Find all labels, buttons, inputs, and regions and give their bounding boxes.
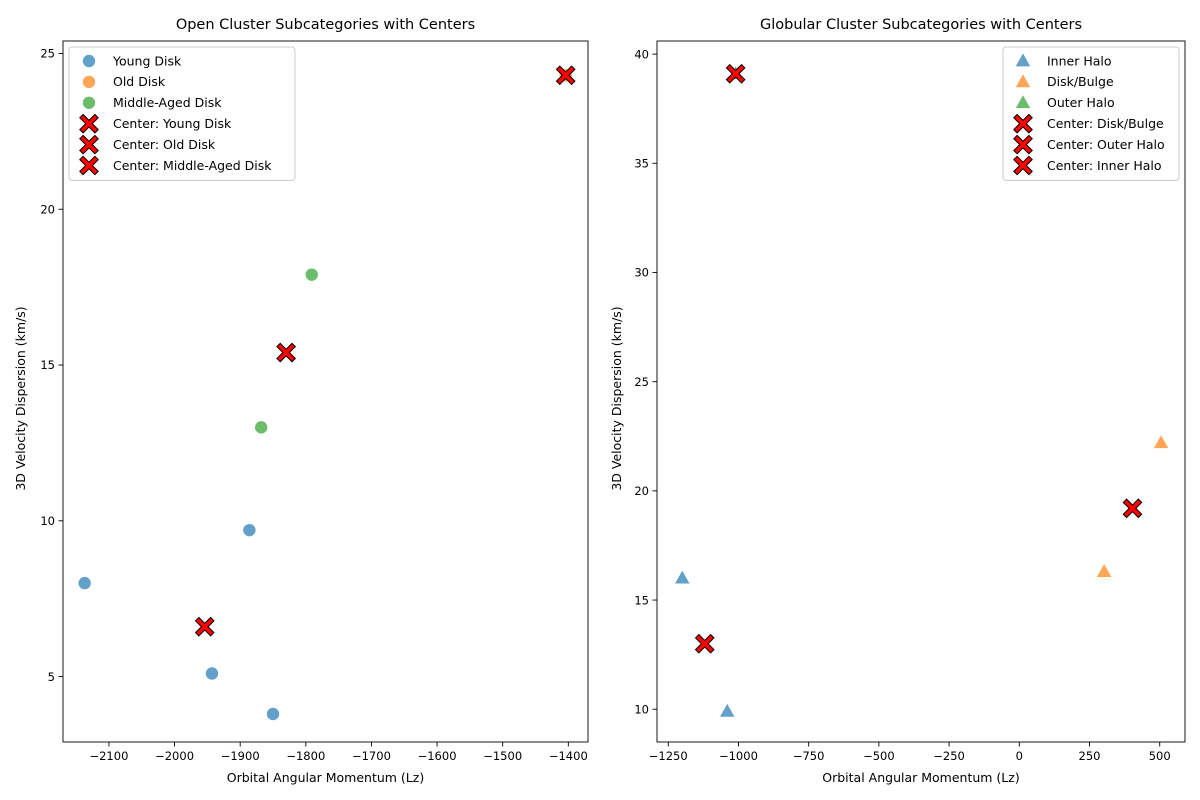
open-cluster-panel: Open Cluster Subcategories with Centers … (13, 17, 589, 785)
legend-swatch (82, 96, 96, 110)
y-tick-label: 25 (634, 375, 649, 389)
legend-swatch (82, 75, 96, 89)
legend-label: Old Disk (113, 74, 166, 89)
x-tick-label: −1400 (549, 749, 588, 763)
x-tick-label: −750 (793, 749, 825, 763)
legend-label: Center: Inner Halo (1047, 158, 1162, 173)
legend: Young Disk Old Disk Middle-Aged Disk Center… (68, 46, 296, 181)
point-middle-aged-disk (254, 421, 268, 434)
y-tick-label: 15 (634, 593, 649, 607)
legend-swatch (1015, 74, 1031, 88)
globular-cluster-panel: Globular Cluster Subcategories with Cent… (609, 17, 1186, 785)
legend-label: Center: Old Disk (113, 137, 216, 152)
legend-swatch (79, 113, 99, 134)
legend-swatch (1015, 95, 1031, 109)
point-inner-halo (675, 570, 690, 584)
legend-box (1002, 46, 1180, 181)
legend-swatch (1013, 155, 1033, 176)
y-tick-label: 25 (40, 47, 55, 61)
x-tick-label: −500 (863, 749, 895, 763)
legend-box (68, 46, 296, 181)
x-tick-label: −250 (933, 749, 965, 763)
x-tick-label: −1250 (649, 749, 688, 763)
y-tick-label: 10 (634, 702, 649, 716)
point-disk-bulge (1096, 564, 1112, 577)
x-axis-label: Orbital Angular Momentum (Lz) (822, 770, 1019, 785)
legend-label: Young Disk (112, 53, 182, 68)
x-tick-label: −1800 (286, 749, 325, 763)
x-tick-label: −2000 (155, 749, 194, 763)
x-tick-label: −1000 (719, 749, 758, 763)
plot-frame (62, 40, 589, 743)
legend-swatch (1013, 113, 1033, 134)
legend-swatch (79, 155, 99, 176)
center-marker (1122, 498, 1143, 519)
x-tick-label: −1900 (221, 749, 260, 763)
y-axis-label: 3D Velocity Dispersion (km/s) (609, 306, 624, 490)
x-tick-label: −1700 (352, 749, 391, 763)
x-tick-label: −1600 (418, 749, 457, 763)
y-tick-label: 20 (40, 202, 55, 216)
y-tick-label: 30 (634, 266, 649, 280)
legend-swatch (79, 134, 99, 155)
chart-title: Open Cluster Subcategories with Centers (176, 17, 475, 33)
y-tick-label: 20 (634, 484, 649, 498)
x-tick-label: 0 (1016, 749, 1023, 763)
plot-frame (656, 40, 1186, 743)
y-tick-label: 15 (40, 358, 55, 372)
legend-label: Inner Halo (1047, 53, 1112, 68)
center-marker (725, 63, 746, 84)
x-tick-label: −1500 (483, 749, 522, 763)
point-young-disk (243, 523, 256, 537)
legend-label: Disk/Bulge (1047, 74, 1114, 89)
center-marker (276, 342, 297, 363)
center-marker (694, 633, 715, 654)
x-tick-label: 250 (1079, 749, 1101, 763)
center-marker (555, 65, 576, 86)
y-tick-label: 5 (48, 670, 55, 684)
legend-label: Center: Disk/Bulge (1047, 116, 1164, 131)
chart-title: Globular Cluster Subcategories with Cent… (760, 17, 1082, 33)
point-disk-bulge (1153, 435, 1169, 449)
legend-label: Middle-Aged Disk (113, 95, 222, 110)
y-axis-label: 3D Velocity Dispersion (km/s) (13, 306, 28, 490)
legend-label: Center: Middle-Aged Disk (113, 158, 272, 173)
point-middle-aged-disk (305, 268, 318, 281)
legend-swatch (1013, 134, 1033, 155)
legend-swatch (82, 54, 96, 68)
center-marker (194, 616, 215, 637)
legend: Inner Halo Disk/Bulge Outer Halo Center: Di… (1002, 46, 1180, 181)
y-tick-label: 35 (634, 156, 649, 170)
point-young-disk (266, 707, 280, 721)
legend-label: Outer Halo (1047, 95, 1115, 110)
point-young-disk (78, 576, 91, 590)
x-tick-label: −2100 (89, 749, 128, 763)
legend-label: Center: Outer Halo (1047, 137, 1165, 152)
legend-swatch (1015, 53, 1031, 67)
x-axis-label: Orbital Angular Momentum (Lz) (227, 770, 424, 785)
y-tick-label: 10 (40, 514, 55, 528)
point-inner-halo (719, 703, 735, 717)
x-tick-label: 500 (1149, 749, 1171, 763)
y-tick-label: 40 (634, 47, 649, 61)
point-young-disk (205, 667, 219, 680)
legend-label: Center: Young Disk (113, 116, 232, 131)
